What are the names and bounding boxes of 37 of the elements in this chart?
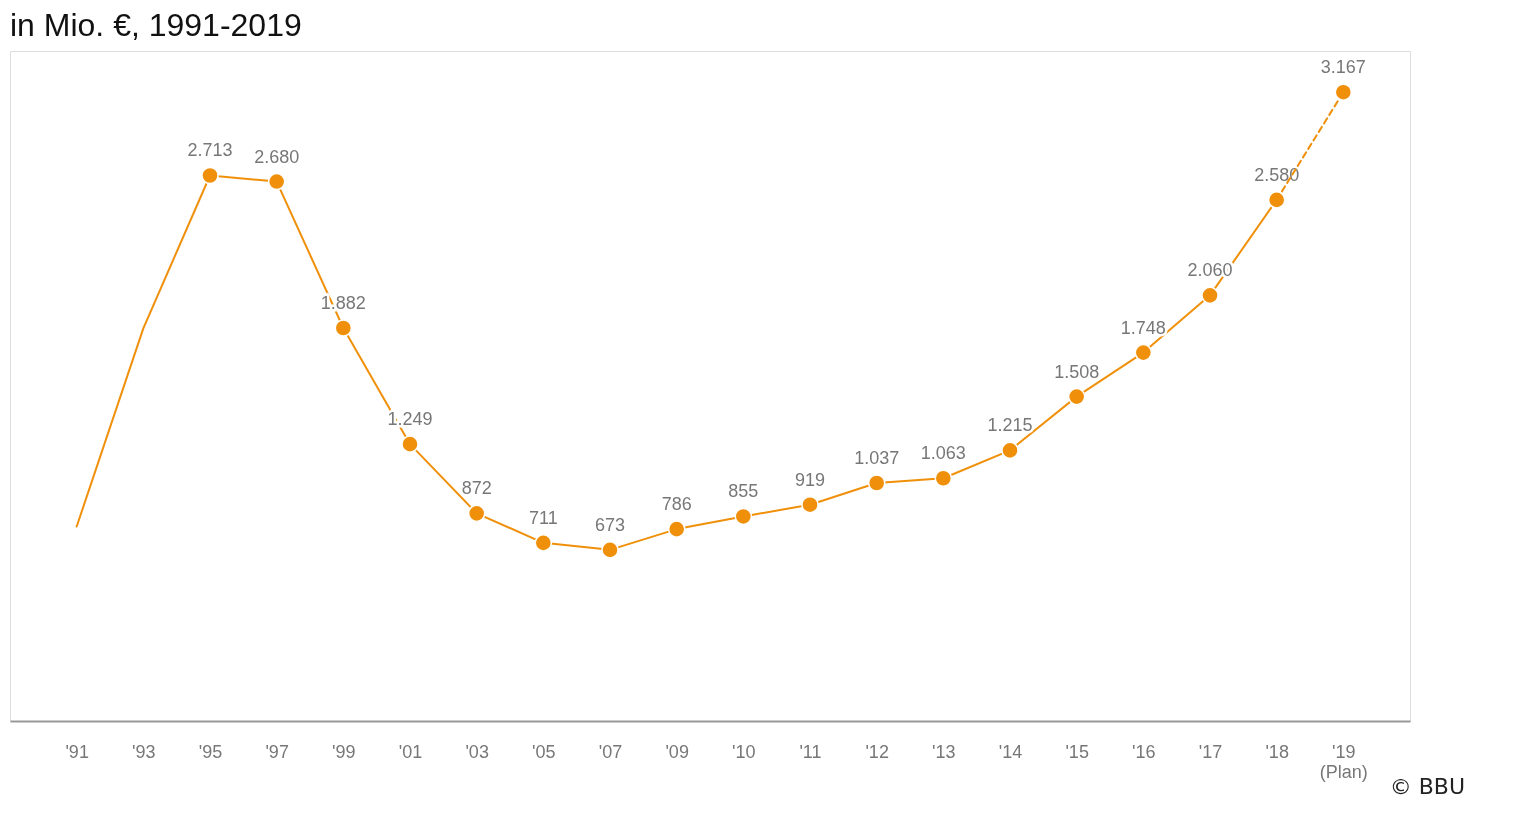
data-label: 1.508 bbox=[1054, 361, 1100, 382]
text: © BBU bbox=[1389, 774, 1465, 799]
x-tick-label: '14 bbox=[998, 741, 1023, 762]
x-tick-label: '16 bbox=[1132, 741, 1156, 762]
x-tick-label: '07 bbox=[598, 741, 623, 762]
x-tick-label: '09 bbox=[665, 741, 689, 762]
x-tick-label: '03 bbox=[465, 741, 489, 762]
x-tick-label: '10 bbox=[732, 741, 756, 762]
data-label: 3.167 bbox=[1320, 57, 1366, 78]
data-label: 1.037 bbox=[854, 448, 900, 469]
data-label: 872 bbox=[461, 478, 492, 499]
x-tick-label: '95 bbox=[198, 741, 223, 762]
x-tick-label: '01 bbox=[398, 741, 423, 762]
x-tick-label: '05 bbox=[532, 741, 556, 762]
x-tick-label: '19 (Plan) bbox=[1319, 741, 1368, 782]
x-tick-label: '12 bbox=[865, 741, 889, 762]
data-label: 711 bbox=[528, 507, 558, 528]
x-tick-label: '93 bbox=[132, 741, 156, 762]
x-tick-label: '15 bbox=[1065, 741, 1089, 762]
x-tick-label: '99 bbox=[332, 741, 356, 762]
x-tick-label: '18 bbox=[1265, 741, 1289, 762]
data-label: 673 bbox=[594, 514, 626, 535]
data-label: 1.215 bbox=[987, 415, 1033, 436]
x-tick-label: '11 bbox=[799, 741, 822, 762]
data-label: 1.748 bbox=[1120, 317, 1166, 338]
data-label: 1.063 bbox=[920, 443, 966, 464]
data-label: 2.680 bbox=[254, 146, 300, 167]
data-label: 2.713 bbox=[187, 140, 233, 161]
data-label: 919 bbox=[794, 469, 826, 490]
x-tick-label: '17 bbox=[1198, 741, 1223, 762]
x-tick-label: '91 bbox=[65, 741, 89, 762]
data-label: 2.580 bbox=[1254, 164, 1300, 185]
data-label: 786 bbox=[661, 494, 692, 515]
x-tick-label: '13 bbox=[932, 741, 956, 762]
x-tick-label: '97 bbox=[265, 741, 289, 762]
chart-title: in Mio. €, 1991-2019 bbox=[10, 7, 302, 43]
data-label: 855 bbox=[728, 481, 759, 502]
